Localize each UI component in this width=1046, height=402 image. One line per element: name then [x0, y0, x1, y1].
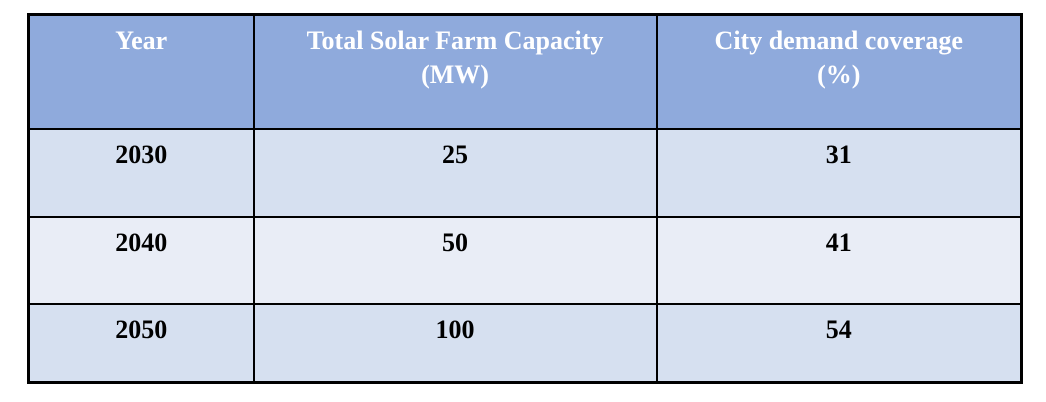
header-row: Year Total Solar Farm Capacity (MW) City… [27, 13, 1023, 130]
cell-capacity: 50 [252, 215, 658, 305]
header-label: Total Solar Farm Capacity [306, 26, 604, 55]
header-unit: (%) [817, 60, 861, 89]
cell-year: 2050 [27, 302, 255, 384]
table-row: 2050 100 54 [27, 302, 1023, 384]
cell-capacity: 25 [252, 127, 658, 218]
cell-coverage: 41 [655, 215, 1023, 305]
header-unit: (MW) [421, 60, 489, 89]
header-label: Year [115, 26, 168, 55]
cell-coverage: 31 [655, 127, 1023, 218]
solar-capacity-table: Year Total Solar Farm Capacity (MW) City… [27, 13, 1023, 384]
cell-year: 2040 [27, 215, 255, 305]
header-cell-year: Year [27, 13, 255, 130]
header-label: City demand coverage [714, 26, 963, 55]
header-cell-coverage: City demand coverage (%) [655, 13, 1023, 130]
table-row: 2030 25 31 [27, 127, 1023, 218]
cell-capacity: 100 [252, 302, 658, 384]
table-row: 2040 50 41 [27, 215, 1023, 305]
cell-coverage: 54 [655, 302, 1023, 384]
header-cell-capacity: Total Solar Farm Capacity (MW) [252, 13, 658, 130]
cell-year: 2030 [27, 127, 255, 218]
